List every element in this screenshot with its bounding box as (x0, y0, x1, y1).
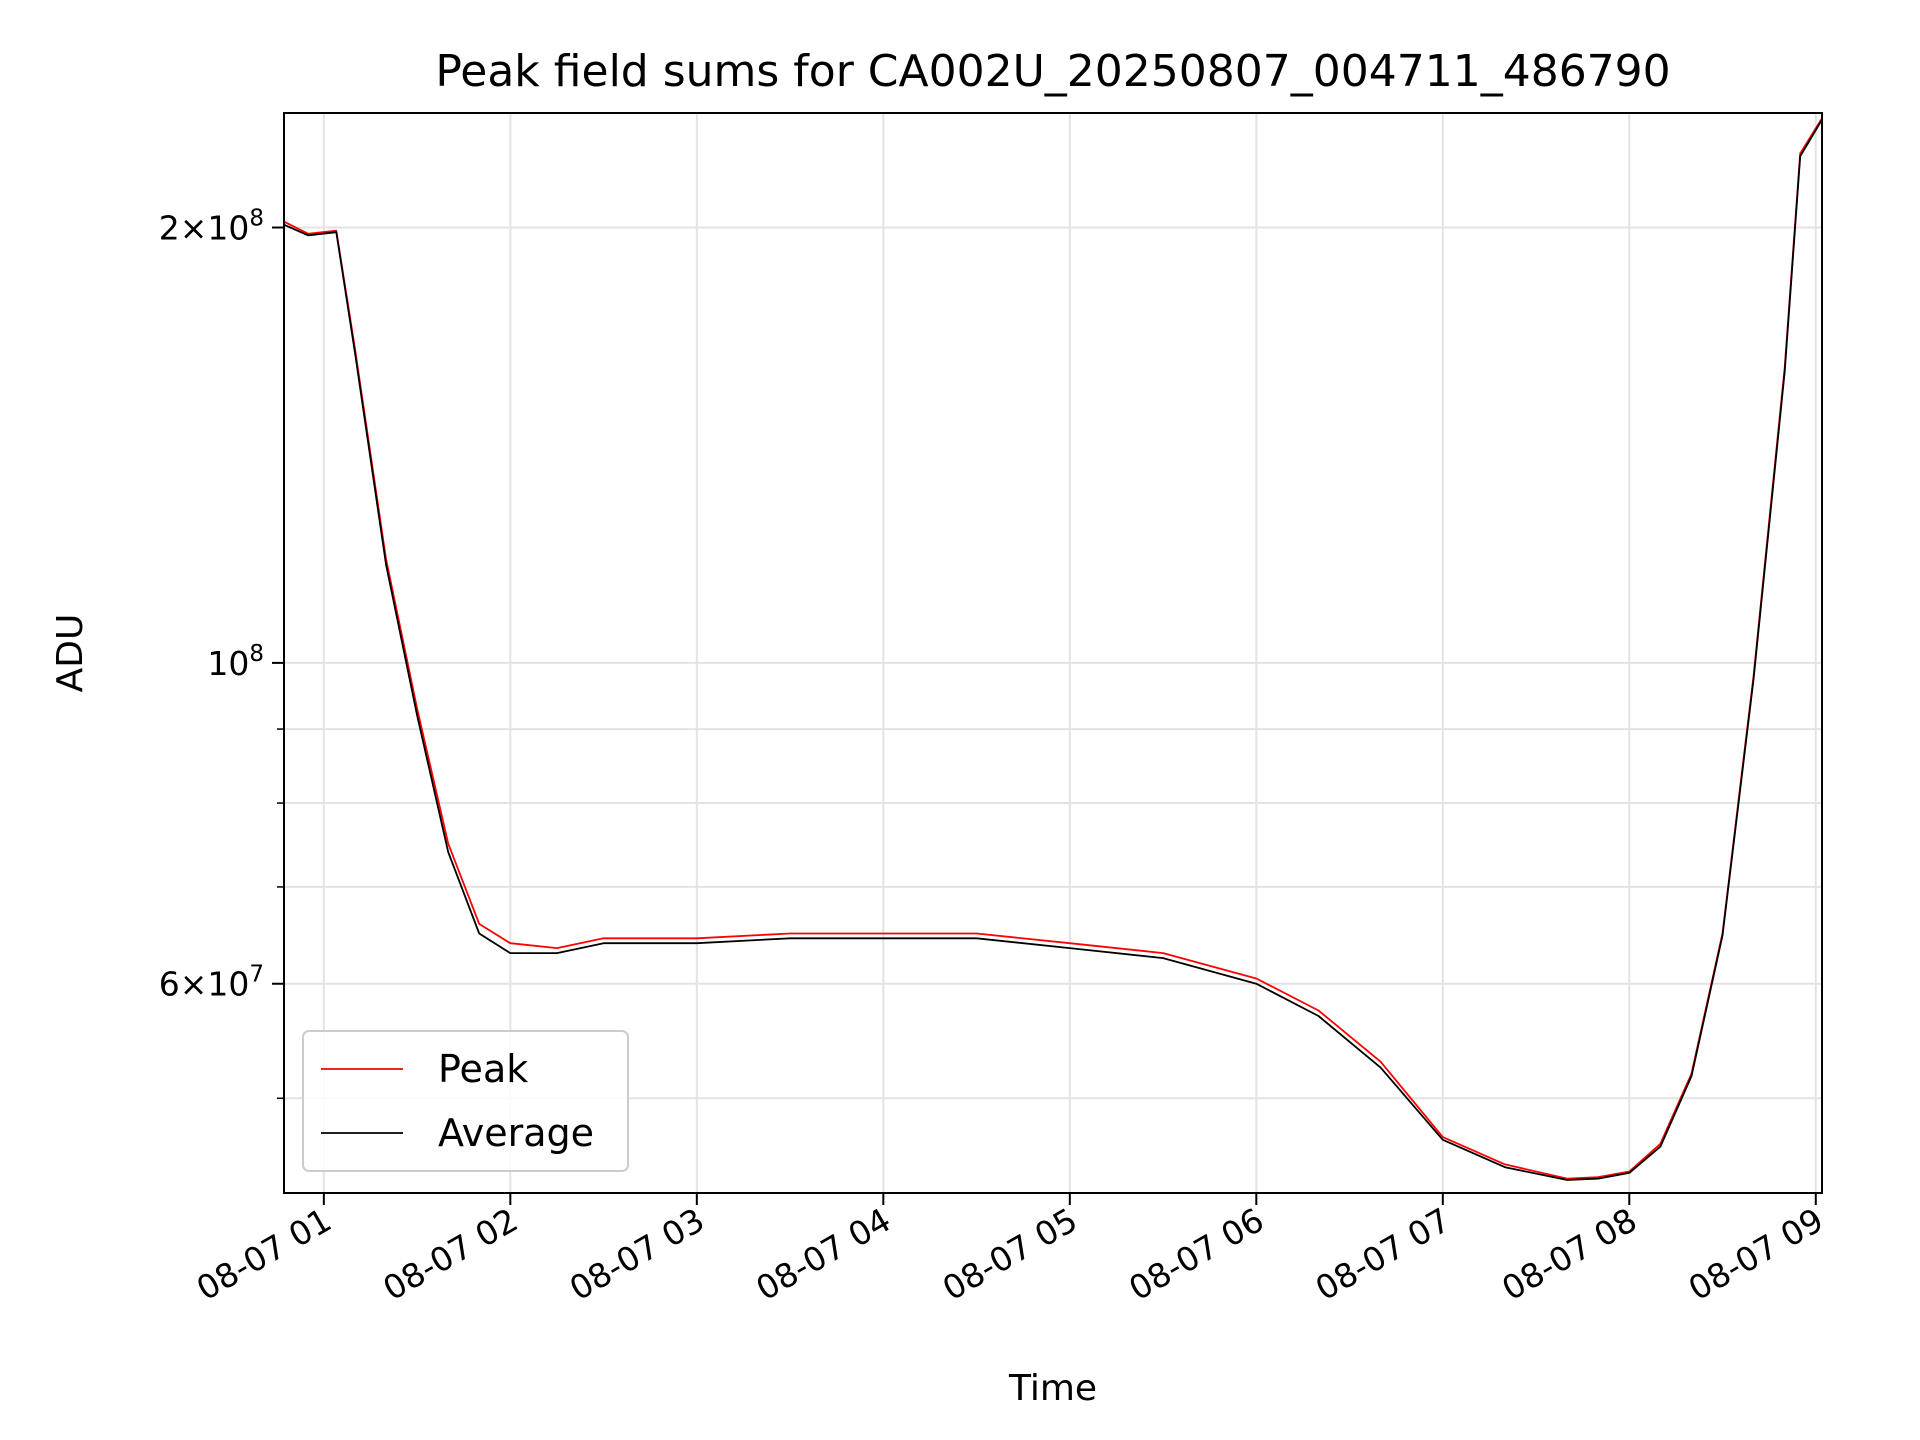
legend-label-average: Average (438, 1111, 594, 1155)
x-axis-label: Time (1008, 1368, 1097, 1409)
chart-title: Peak field sums for CA002U_20250807_0047… (435, 46, 1670, 97)
y-tick-label: 2×108 (159, 206, 264, 248)
series-line-average (283, 119, 1823, 1181)
series-line-peak (282, 117, 1823, 1180)
legend-box (302, 1030, 629, 1172)
legend-label-peak: Peak (438, 1047, 528, 1091)
grid (284, 113, 1822, 1193)
plot-lines (282, 117, 1823, 1181)
y-tick-label: 6×107 (159, 962, 264, 1004)
axes-frame (283, 112, 1823, 1194)
y-axis-label: ADU (50, 614, 91, 693)
legend: Peak Average (302, 1030, 629, 1172)
y-tick-label: 108 (207, 641, 264, 683)
